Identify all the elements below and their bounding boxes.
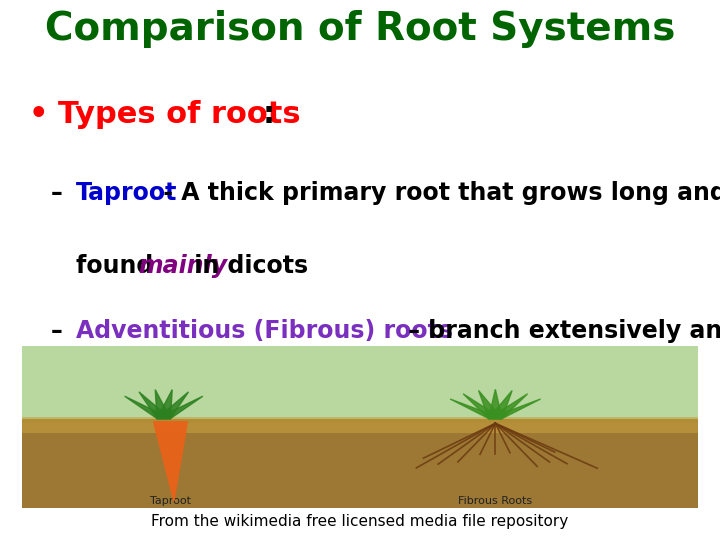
Text: Fibrous Roots: Fibrous Roots bbox=[459, 496, 532, 506]
Polygon shape bbox=[479, 390, 502, 418]
Polygon shape bbox=[125, 396, 171, 419]
Polygon shape bbox=[489, 390, 512, 418]
Polygon shape bbox=[157, 392, 189, 418]
Polygon shape bbox=[157, 396, 203, 419]
Text: found: found bbox=[76, 254, 161, 279]
Text: Taproot: Taproot bbox=[76, 181, 177, 205]
Text: in monocots: in monocots bbox=[217, 373, 389, 396]
Polygon shape bbox=[463, 394, 502, 418]
Polygon shape bbox=[489, 399, 541, 418]
Polygon shape bbox=[450, 399, 502, 418]
Text: –: – bbox=[50, 319, 62, 342]
Text: – branch extensively and: – branch extensively and bbox=[400, 319, 720, 342]
Text: Adventitious (Fibrous) roots: Adventitious (Fibrous) roots bbox=[76, 319, 453, 342]
Text: are found: are found bbox=[76, 373, 213, 396]
FancyBboxPatch shape bbox=[22, 346, 698, 423]
Text: •: • bbox=[29, 100, 48, 130]
Polygon shape bbox=[489, 389, 502, 418]
Text: in dicots: in dicots bbox=[186, 254, 308, 279]
FancyBboxPatch shape bbox=[22, 417, 698, 433]
FancyBboxPatch shape bbox=[22, 418, 698, 508]
Text: From the wikimedia free licensed media file repository: From the wikimedia free licensed media f… bbox=[151, 514, 569, 529]
Polygon shape bbox=[153, 422, 187, 501]
Text: Types of roots: Types of roots bbox=[58, 100, 300, 130]
Text: mainly: mainly bbox=[169, 373, 258, 396]
Text: mainly: mainly bbox=[138, 254, 228, 279]
Text: –: – bbox=[50, 181, 62, 205]
Polygon shape bbox=[157, 390, 172, 418]
Text: Comparison of Root Systems: Comparison of Root Systems bbox=[45, 10, 675, 48]
Polygon shape bbox=[139, 392, 171, 418]
Text: Taproot: Taproot bbox=[150, 496, 191, 506]
Text: - A thick primary root that grows long and is: - A thick primary root that grows long a… bbox=[155, 181, 720, 205]
Text: :: : bbox=[263, 100, 275, 130]
Polygon shape bbox=[156, 390, 171, 418]
Polygon shape bbox=[489, 394, 528, 418]
